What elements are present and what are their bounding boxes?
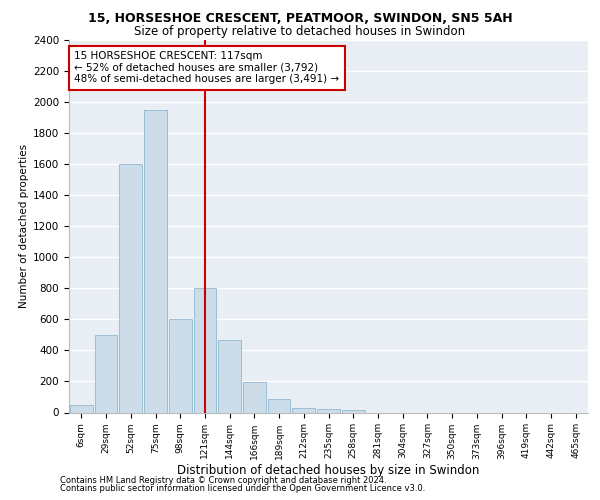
Bar — [95, 335, 118, 412]
Bar — [243, 382, 266, 412]
Bar — [144, 110, 167, 412]
Bar — [70, 404, 93, 412]
Bar — [194, 288, 216, 412]
Text: Size of property relative to detached houses in Swindon: Size of property relative to detached ho… — [134, 25, 466, 38]
Text: 15, HORSESHOE CRESCENT, PEATMOOR, SWINDON, SN5 5AH: 15, HORSESHOE CRESCENT, PEATMOOR, SWINDO… — [88, 12, 512, 26]
Text: Contains public sector information licensed under the Open Government Licence v3: Contains public sector information licen… — [60, 484, 425, 493]
Bar — [317, 408, 340, 412]
Bar — [119, 164, 142, 412]
Text: Contains HM Land Registry data © Crown copyright and database right 2024.: Contains HM Land Registry data © Crown c… — [60, 476, 386, 485]
Bar — [268, 398, 290, 412]
X-axis label: Distribution of detached houses by size in Swindon: Distribution of detached houses by size … — [178, 464, 479, 477]
Bar — [218, 340, 241, 412]
Bar — [292, 408, 315, 412]
Bar — [342, 410, 365, 412]
Y-axis label: Number of detached properties: Number of detached properties — [19, 144, 29, 308]
Bar — [169, 320, 191, 412]
Text: 15 HORSESHOE CRESCENT: 117sqm
← 52% of detached houses are smaller (3,792)
48% o: 15 HORSESHOE CRESCENT: 117sqm ← 52% of d… — [74, 51, 340, 84]
